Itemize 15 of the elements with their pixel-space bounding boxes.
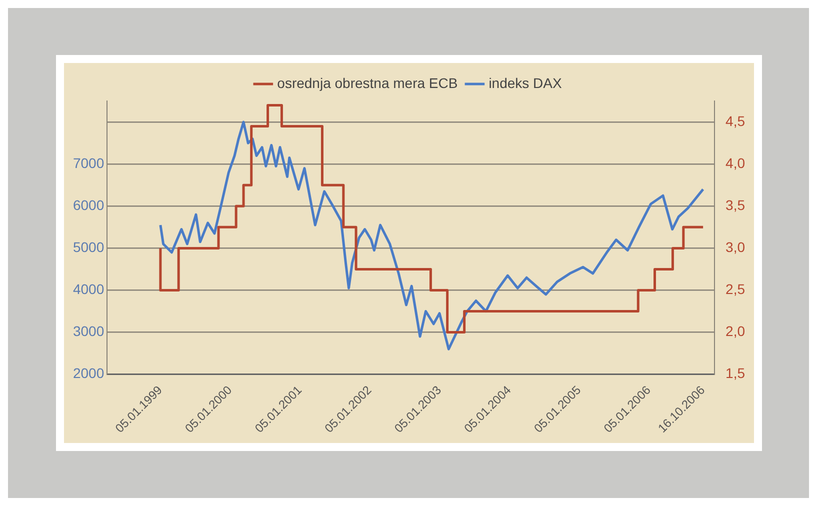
y2-tick-label: 4,0 (725, 154, 745, 171)
y2-tick-label: 2,0 (725, 323, 745, 340)
legend-label: osrednja obrestna mera ECB (276, 74, 458, 91)
y-tick-label: 6000 (72, 196, 104, 213)
y-tick-label: 2000 (72, 365, 104, 382)
y2-tick-label: 3,5 (725, 196, 745, 213)
y2-tick-label: 3,0 (725, 239, 745, 256)
y-tick-label: 4000 (72, 281, 104, 298)
y2-tick-label: 4,5 (725, 112, 745, 129)
y-tick-label: 5000 (72, 239, 104, 256)
y2-tick-label: 2,5 (725, 281, 745, 298)
legend-label: indeks DAX (488, 74, 562, 91)
y-tick-label: 7000 (72, 154, 104, 171)
y-tick-label: 3000 (72, 323, 104, 340)
y2-tick-label: 1,5 (725, 365, 745, 382)
